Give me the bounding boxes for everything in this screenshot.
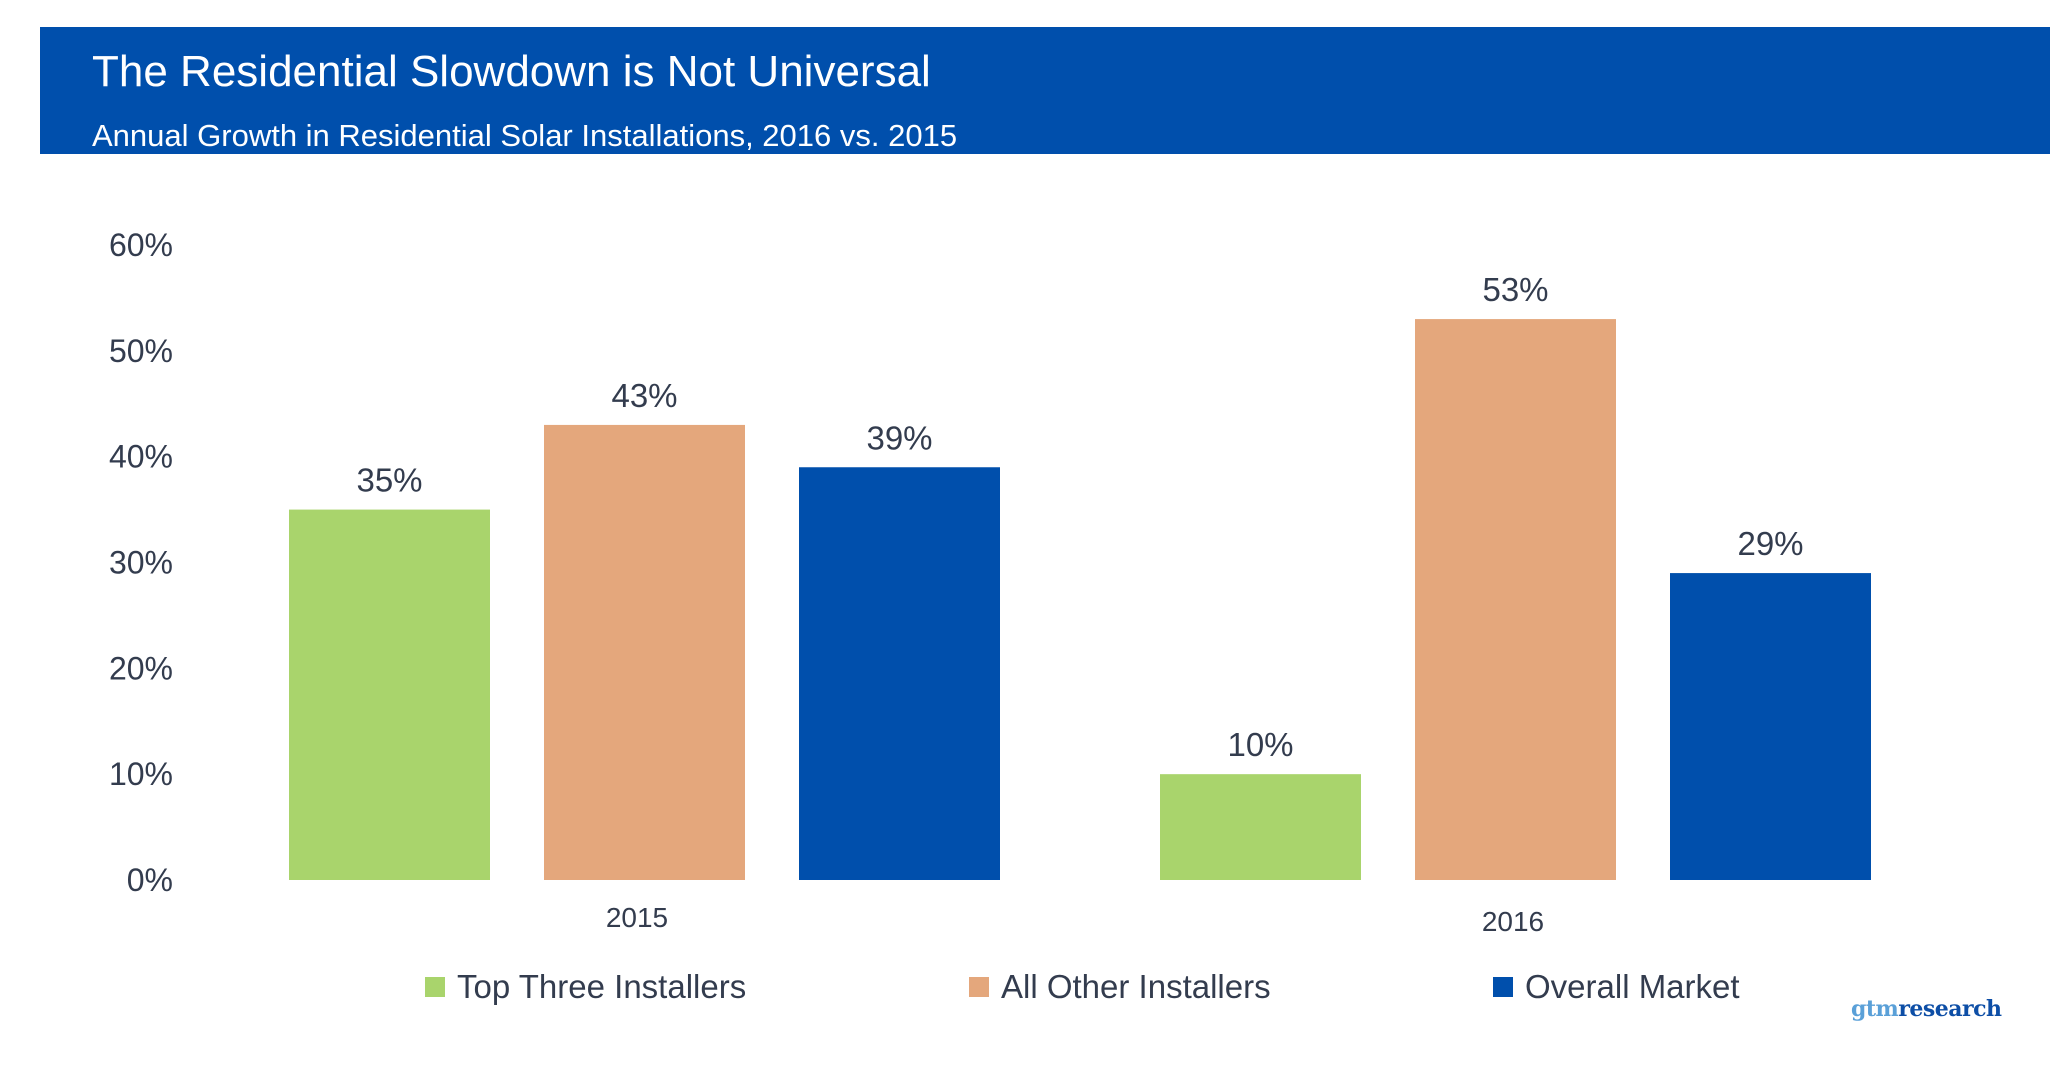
legend-swatch — [969, 977, 989, 997]
bar — [1670, 573, 1871, 880]
logo-part1: gtm — [1851, 996, 1899, 1022]
header-banner: The Residential Slowdown is Not Universa… — [40, 27, 2050, 154]
y-tick-label: 20% — [109, 650, 173, 686]
data-label: 39% — [866, 419, 932, 456]
bar — [289, 509, 490, 880]
chart-subtitle: Annual Growth in Residential Solar Insta… — [92, 118, 958, 153]
y-tick-label: 50% — [109, 333, 173, 369]
bar — [1160, 774, 1361, 880]
x-tick-label: 2015 — [606, 902, 668, 933]
legend-item-overall: Overall Market — [1493, 968, 1740, 1006]
y-tick-label: 40% — [109, 439, 173, 475]
data-label: 29% — [1737, 525, 1803, 562]
y-tick-label: 30% — [109, 545, 173, 581]
data-label: 43% — [611, 377, 677, 414]
legend-label: All Other Installers — [1001, 968, 1271, 1005]
chart-title: The Residential Slowdown is Not Universa… — [92, 47, 931, 96]
legend-label: Overall Market — [1525, 968, 1740, 1005]
legend-label: Top Three Installers — [457, 968, 747, 1005]
legend-item-top-three: Top Three Installers — [425, 968, 746, 1006]
bar — [544, 424, 745, 880]
legend-swatch — [425, 977, 445, 997]
y-tick-label: 0% — [127, 862, 173, 898]
legend-item-all-other: All Other Installers — [969, 968, 1271, 1006]
data-label: 10% — [1227, 726, 1293, 763]
y-tick-label: 60% — [109, 227, 173, 263]
data-label: 53% — [1482, 271, 1548, 308]
bar — [1415, 319, 1616, 880]
legend-swatch — [1493, 977, 1513, 997]
logo-part2: research — [1898, 996, 2002, 1022]
x-tick-label: 2016 — [1482, 906, 1544, 937]
y-tick-label: 10% — [109, 756, 173, 792]
gtm-research-logo: gtmresearch — [1851, 996, 2002, 1022]
data-label: 35% — [356, 462, 422, 499]
bar — [799, 467, 1000, 880]
